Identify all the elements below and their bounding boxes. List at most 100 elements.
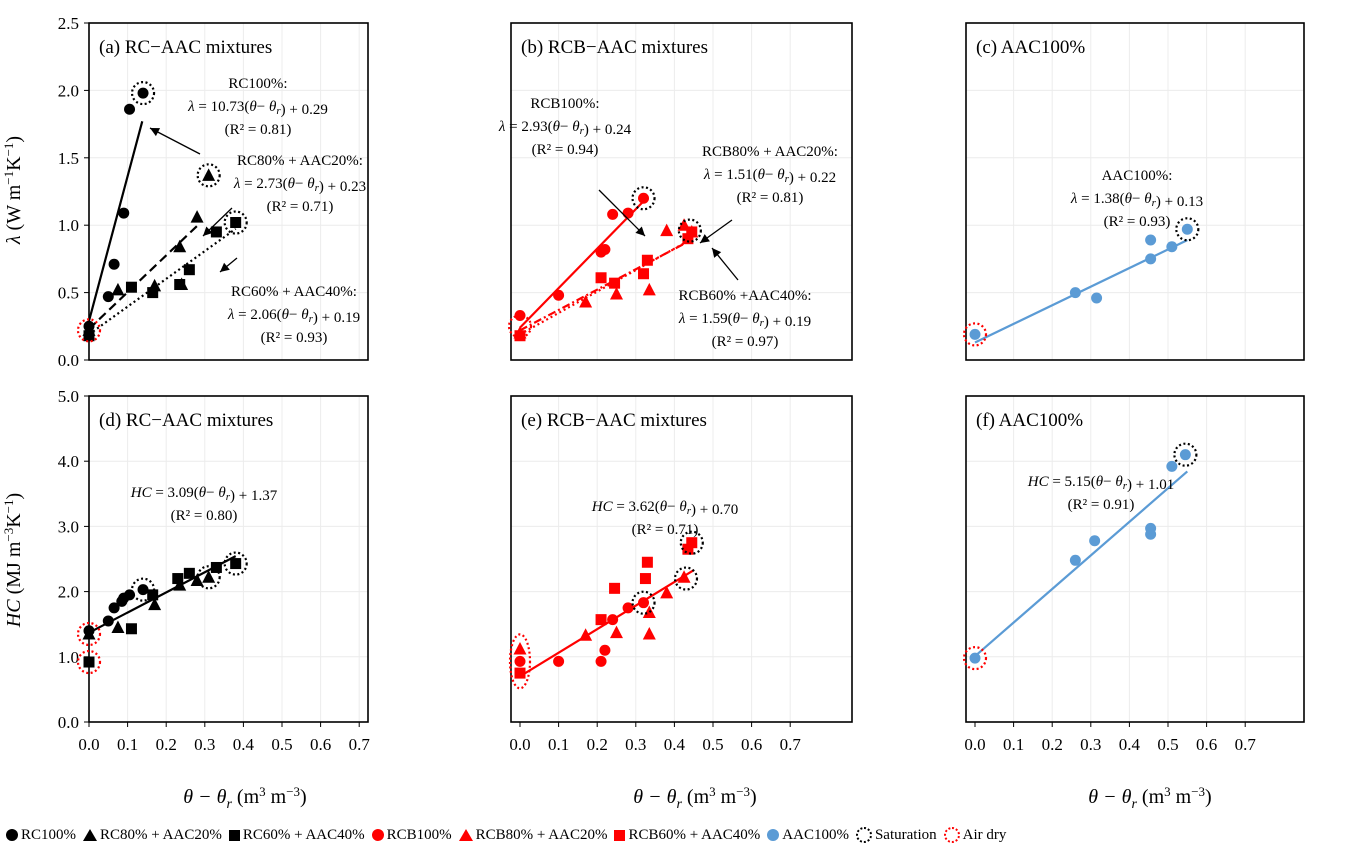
legend-item: RC60% + AAC40% xyxy=(228,826,365,844)
panel-e: 0.0 0.1 0.2 0.3 0.4 0.5 0.6 0.7 (e) RCB−AAC mixt… xyxy=(508,395,853,754)
legend-label: RC60% + AAC40% xyxy=(242,826,365,843)
data-point xyxy=(1089,535,1101,547)
panel-title: (b) RCB−AAC mixtures xyxy=(521,37,708,58)
annotation-line: HC = 3.62(θ− θr) + 0.70 xyxy=(591,499,739,518)
legend-label: RC80% + AAC20% xyxy=(100,826,222,843)
x-tick-label: 0.1 xyxy=(548,735,569,754)
data-point xyxy=(1069,287,1081,299)
arrow-head xyxy=(220,262,230,272)
series-rcb80-aac20- xyxy=(513,570,691,655)
legend-circle-icon xyxy=(371,829,384,841)
panel-frame xyxy=(88,22,369,361)
data-point xyxy=(102,615,114,627)
air-dry-marker xyxy=(76,621,102,647)
x-tick-label: 0.0 xyxy=(509,735,530,754)
legend-label: RCB60% + AAC40% xyxy=(628,826,761,843)
data-point xyxy=(210,226,222,238)
arrow-head xyxy=(700,234,710,243)
annotation-line: λ = 1.51(θ− θr) + 0.22 xyxy=(703,167,836,186)
panel-f: 0.0 0.1 0.2 0.3 0.4 0.5 0.6 0.7 (f) AAC100% HC = … xyxy=(962,395,1305,754)
annotation-line: λ = 2.73(θ− θr) + 0.23 xyxy=(233,176,366,195)
data-point xyxy=(969,328,981,340)
fit-line xyxy=(519,236,695,336)
x-tick-label: 0.7 xyxy=(780,735,802,754)
y-tick-label: 0.5 xyxy=(58,284,79,303)
data-point xyxy=(108,602,120,614)
data-point xyxy=(677,570,691,583)
annotation-line: λ = 1.38(θ− θr) + 0.13 xyxy=(1070,191,1203,210)
series-rc80-aac20- xyxy=(82,570,216,640)
data-point xyxy=(173,239,187,253)
panel-title: (a) RC−AAC mixtures xyxy=(99,37,272,58)
annotation-line: λ = 2.93(θ− θr) + 0.24 xyxy=(498,119,632,138)
panel-d: 0.0 1.0 2.0 3.0 4.0 5.0 0.0 0.1 0.2 0.3 0.4 0.5 0.6 0… xyxy=(58,387,371,754)
data-point xyxy=(183,264,195,276)
x-axis-label: θ − θr (m3 m−3) xyxy=(1088,784,1211,812)
legend-ring-icon xyxy=(855,827,872,843)
annotation-line: RCB80% + AAC20%: xyxy=(702,144,838,160)
fit-line xyxy=(88,225,198,330)
y-tick-label: 1.0 xyxy=(58,216,79,235)
data-point xyxy=(514,310,526,322)
saturation-marker xyxy=(223,551,248,576)
annotation: RC60% + AAC40%: λ = 2.06(θ− θr) + 0.19 (R²… xyxy=(227,284,360,346)
data-point xyxy=(125,281,137,293)
panel-b: (b) RCB−AAC mixtures RCB100%: λ = 2.93(θ− … xyxy=(498,22,853,361)
data-point xyxy=(83,656,95,668)
data-point xyxy=(111,620,125,633)
annotation-line: (R² = 0.71) xyxy=(267,199,334,215)
data-point xyxy=(173,578,187,591)
data-point xyxy=(514,667,526,679)
x-tick-label: 0.7 xyxy=(349,735,371,754)
data-point xyxy=(622,602,634,614)
x-tick-label: 0.0 xyxy=(964,735,985,754)
series-aac100- xyxy=(969,223,1193,340)
data-point xyxy=(118,207,130,219)
x-tick-label: 0.2 xyxy=(1042,735,1063,754)
data-point xyxy=(610,625,623,639)
data-point xyxy=(190,210,204,223)
data-point xyxy=(210,561,222,573)
data-point xyxy=(609,277,621,289)
series-rcb60-aac40- xyxy=(514,537,698,679)
data-point xyxy=(513,641,527,655)
x-tick-label: 0.5 xyxy=(1157,735,1178,754)
legend-label: RC100% xyxy=(21,826,77,843)
legend-item: RCB80% + AAC20% xyxy=(458,827,607,844)
data-point xyxy=(124,103,136,115)
annotation-line: HC = 5.15(θ− θr) + 1.01 xyxy=(1027,474,1175,493)
y-tick-label: 1.0 xyxy=(58,648,79,667)
x-tick-label: 0.4 xyxy=(233,735,255,754)
gridlines xyxy=(511,23,852,360)
fit-line xyxy=(88,227,237,336)
data-point xyxy=(660,585,674,599)
data-point xyxy=(1181,223,1193,235)
data-point xyxy=(125,623,137,635)
data-point xyxy=(607,208,619,220)
series-aac100- xyxy=(969,449,1191,664)
legend-square-icon xyxy=(228,829,240,841)
saturation-marker xyxy=(673,566,699,591)
data-point xyxy=(638,192,650,204)
annotation: RC100%: λ = 10.73(θ− θr) + 0.29 (R² = 0.81… xyxy=(187,76,328,138)
panel-title: (e) RCB−AAC mixtures xyxy=(521,410,707,431)
panel-frame xyxy=(510,22,853,361)
fit-line xyxy=(519,200,645,329)
data-point xyxy=(137,584,149,596)
arrow-line xyxy=(149,127,201,155)
data-point xyxy=(553,655,565,667)
data-point xyxy=(183,567,195,579)
annotation-line: (R² = 0.71) xyxy=(632,522,699,538)
annotation-line: λ = 2.06(θ− θr) + 0.19 xyxy=(227,307,360,326)
saturation-marker xyxy=(631,590,656,615)
y-tick-label: 1.5 xyxy=(58,149,79,168)
data-point xyxy=(686,537,698,549)
series-rc60-aac40- xyxy=(83,558,242,668)
annotation: HC = 5.15(θ− θr) + 1.01 (R² = 0.91) xyxy=(1027,474,1175,513)
series-rc80-aac20- xyxy=(82,168,216,336)
data-point xyxy=(1166,241,1178,253)
data-point xyxy=(638,268,650,280)
data-point xyxy=(660,223,674,237)
arrow-head xyxy=(203,226,213,236)
series-rc60-aac40- xyxy=(83,217,242,342)
